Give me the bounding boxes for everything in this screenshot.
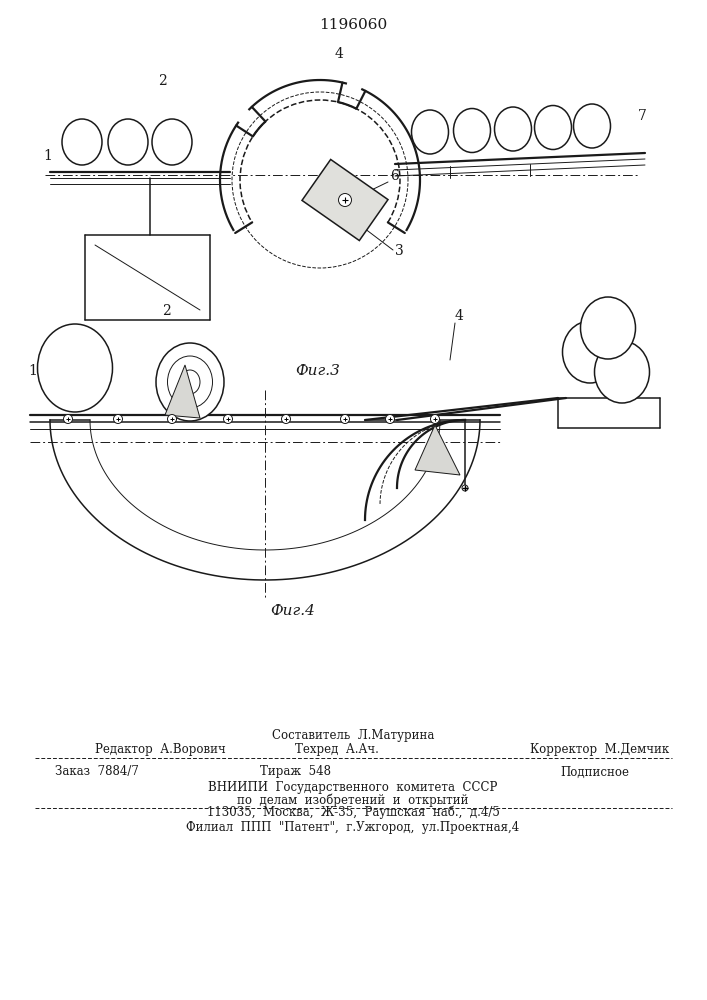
Ellipse shape (563, 321, 617, 383)
Ellipse shape (534, 105, 571, 149)
Ellipse shape (168, 414, 177, 424)
Text: 1: 1 (43, 149, 52, 163)
Text: 113035,  Москва,  Ж-35,  Раушская  наб.,  д.4/5: 113035, Москва, Ж-35, Раушская наб., д.4… (206, 805, 499, 819)
Ellipse shape (494, 107, 532, 151)
Text: по  делам  изобретений  и  открытий: по делам изобретений и открытий (238, 793, 469, 807)
Polygon shape (165, 365, 200, 418)
Ellipse shape (152, 119, 192, 165)
Text: Редактор  А.Ворович: Редактор А.Ворович (95, 744, 226, 756)
Text: Тираж  548: Тираж 548 (259, 766, 330, 778)
Ellipse shape (595, 341, 650, 403)
Ellipse shape (573, 104, 611, 148)
Text: 3: 3 (395, 244, 404, 258)
Text: Составитель  Л.Матурина: Составитель Л.Матурина (271, 728, 434, 742)
Ellipse shape (462, 485, 468, 491)
Text: 7: 7 (638, 109, 647, 123)
Text: Фиг.3: Фиг.3 (295, 364, 340, 378)
Text: 1196060: 1196060 (319, 18, 387, 32)
Text: 2: 2 (162, 304, 171, 318)
Text: 4: 4 (455, 309, 464, 323)
Polygon shape (302, 159, 388, 241)
Text: Заказ  7884/7: Заказ 7884/7 (55, 766, 139, 778)
Text: 1: 1 (28, 364, 37, 378)
Text: ВНИИПИ  Государственного  комитета  СССР: ВНИИПИ Государственного комитета СССР (209, 782, 498, 794)
Polygon shape (415, 425, 460, 475)
Ellipse shape (453, 108, 491, 152)
Ellipse shape (341, 414, 349, 424)
Ellipse shape (281, 414, 291, 424)
Ellipse shape (339, 194, 351, 207)
Ellipse shape (580, 297, 636, 359)
Text: 6: 6 (390, 169, 399, 183)
Text: 2: 2 (158, 74, 167, 88)
Ellipse shape (385, 414, 395, 424)
Text: Корректор  М.Демчик: Корректор М.Демчик (530, 744, 669, 756)
Ellipse shape (223, 414, 233, 424)
Ellipse shape (62, 119, 102, 165)
Ellipse shape (108, 119, 148, 165)
Text: Фиг.4: Фиг.4 (270, 604, 315, 618)
Ellipse shape (114, 414, 122, 424)
Ellipse shape (431, 414, 440, 424)
Ellipse shape (156, 343, 224, 421)
Ellipse shape (411, 110, 448, 154)
Text: 4: 4 (335, 47, 344, 61)
Ellipse shape (37, 324, 112, 412)
Text: Подписное: Подписное (560, 766, 629, 778)
Text: Филиал  ППП  "Патент",  г.Ужгород,  ул.Проектная,4: Филиал ППП "Патент", г.Ужгород, ул.Проек… (187, 822, 520, 834)
Ellipse shape (64, 414, 73, 424)
Text: Техред  А.Ач.: Техред А.Ач. (295, 744, 379, 756)
